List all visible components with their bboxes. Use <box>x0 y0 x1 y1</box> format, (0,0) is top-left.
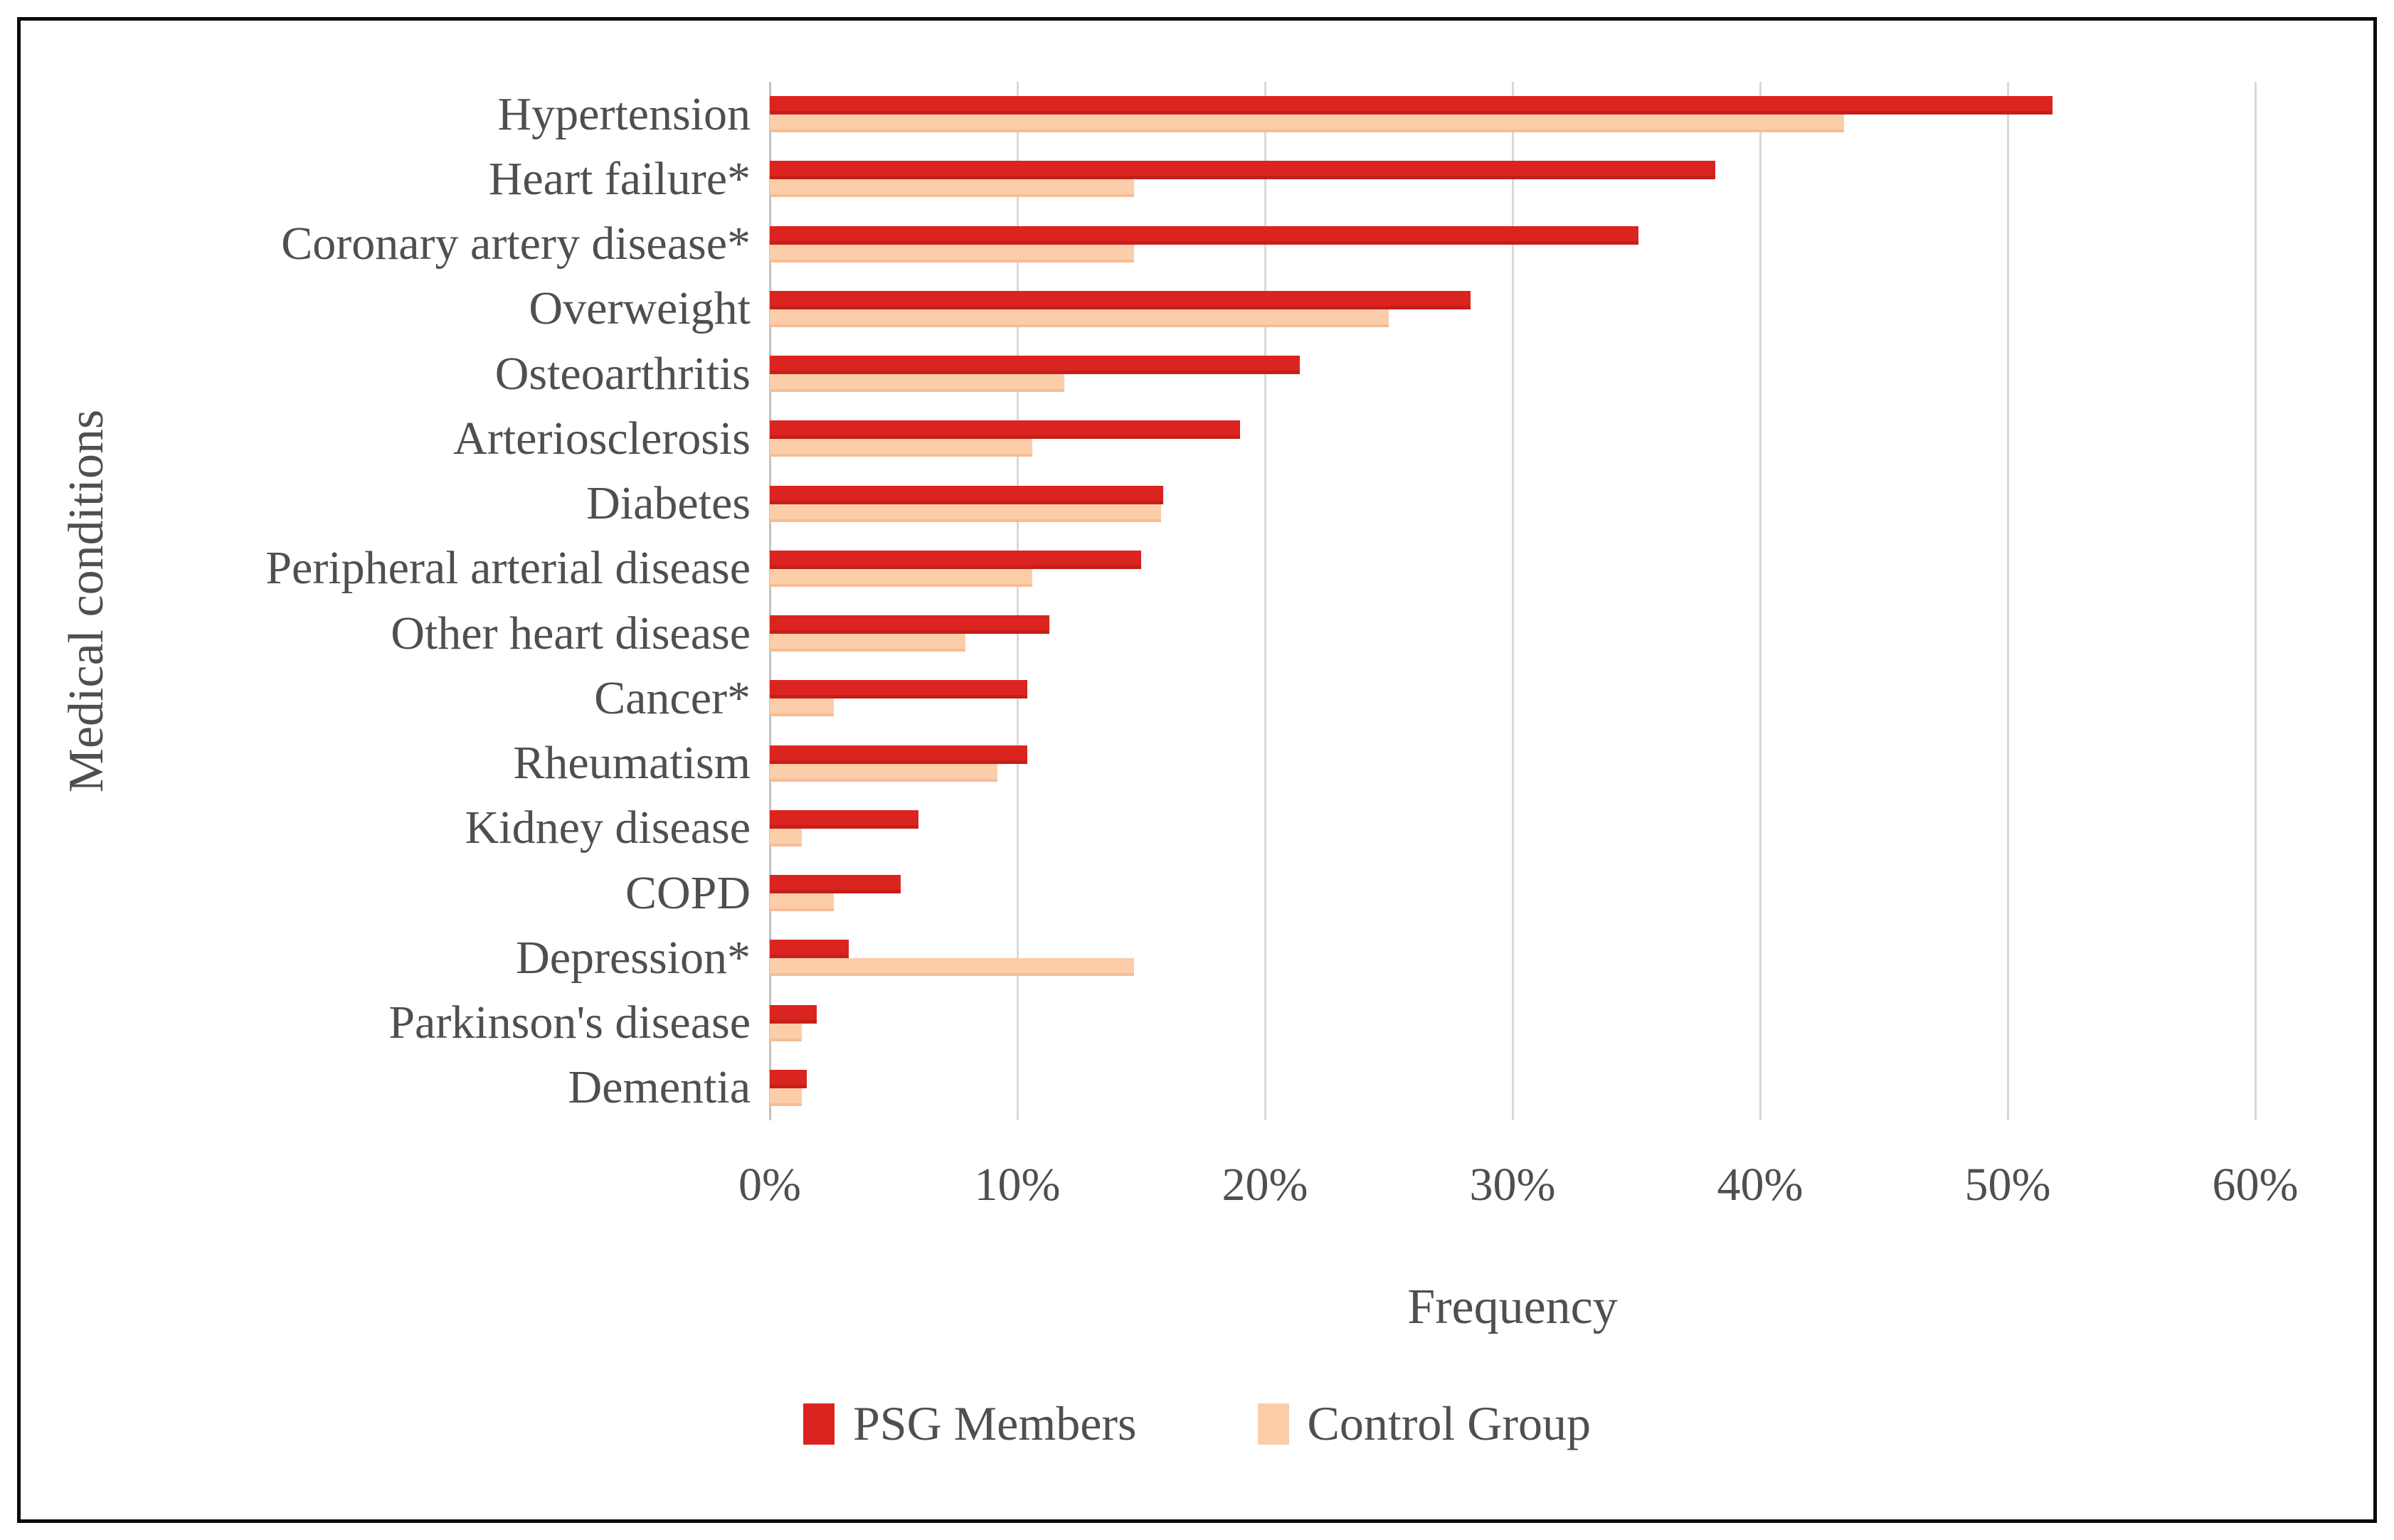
bar-control-group <box>770 439 1032 457</box>
x-tick-label: 0% <box>738 1159 801 1211</box>
bar-psg-members <box>770 615 1050 634</box>
bar-psg-members <box>770 745 1027 764</box>
category-label: Kidney disease <box>465 802 751 854</box>
bar-psg-members <box>770 290 1471 309</box>
category-label: Peripheral arterial disease <box>265 542 751 595</box>
bar-control-group <box>770 634 965 652</box>
bar-psg-members <box>770 809 918 829</box>
bar-control-group <box>770 763 998 782</box>
bar-row <box>770 731 2255 796</box>
category-label: Osteoarthritis <box>494 347 751 400</box>
legend-item-control-group: Control Group <box>1257 1396 1591 1452</box>
legend-label: Control Group <box>1307 1396 1591 1450</box>
bar-row <box>770 991 2255 1056</box>
x-tick-label: 40% <box>1717 1159 1804 1211</box>
bar-row <box>770 925 2255 990</box>
category-label: Overweight <box>529 282 751 335</box>
bar-control-group <box>770 1088 803 1106</box>
bar-control-group <box>770 958 1134 977</box>
category-label: Rheumatism <box>513 737 751 790</box>
gridline <box>1759 82 1762 1120</box>
bar-psg-members <box>770 225 1639 245</box>
category-label: Diabetes <box>586 477 751 530</box>
category-label: Depression* <box>516 931 751 984</box>
gridline <box>1264 82 1266 1120</box>
bar-row <box>770 796 2255 861</box>
x-axis-title: Frequency <box>1407 1280 1618 1334</box>
gridline <box>2255 82 2257 1120</box>
bar-control-group <box>770 893 835 912</box>
bar-psg-members <box>770 550 1141 569</box>
bar-control-group <box>770 244 1134 262</box>
control-group-swatch-icon <box>1257 1403 1289 1445</box>
category-label: Parkinson's disease <box>388 997 751 1049</box>
bar-row <box>770 277 2255 341</box>
category-label: Heart failure* <box>488 152 751 205</box>
gridline <box>1017 82 1019 1120</box>
y-axis-line <box>769 82 771 1120</box>
bar-psg-members <box>770 485 1164 504</box>
x-tick-label: 10% <box>974 1159 1061 1211</box>
bar-control-group <box>770 828 803 846</box>
bar-control-group <box>770 374 1065 393</box>
x-tick-row: 0% 10% 20% 30% 40% 50% 60% <box>738 1158 2298 1215</box>
bar-control-group <box>770 568 1032 587</box>
category-label: Arteriosclerosis <box>453 412 751 464</box>
legend-label: PSG Members <box>852 1396 1137 1450</box>
bar-row <box>770 406 2255 471</box>
bar-psg-members <box>770 1004 817 1024</box>
gridline <box>2007 82 2009 1120</box>
bar-row <box>770 861 2255 925</box>
bar-control-group <box>770 504 1161 522</box>
category-label: Dementia <box>568 1061 751 1114</box>
bar-psg-members <box>770 680 1027 699</box>
bar-psg-members <box>770 356 1300 375</box>
legend: PSG Members Control Group <box>43 1396 2351 1452</box>
gridlines <box>769 82 2257 1120</box>
category-label: Other heart disease <box>391 607 751 659</box>
category-label: Hypertension <box>497 87 751 140</box>
gridline <box>1512 82 1514 1120</box>
bar-row <box>770 472 2255 536</box>
bar-control-group <box>770 309 1389 327</box>
chart-border-frame <box>17 17 2377 1523</box>
category-labels: Hypertension Heart failure* Coronary arter… <box>64 82 751 1120</box>
bar-control-group <box>770 699 835 717</box>
bar-row <box>770 666 2255 731</box>
bar-control-group <box>770 115 1845 133</box>
bar-psg-members <box>770 96 2053 115</box>
bar-row <box>770 601 2255 666</box>
bar-row <box>770 1056 2255 1120</box>
plot-area <box>769 82 2257 1120</box>
bar-row <box>770 341 2255 406</box>
bar-row <box>770 147 2255 211</box>
bar-psg-members <box>770 161 1716 180</box>
bar-row <box>770 82 2255 147</box>
x-tick-label: 60% <box>2212 1159 2299 1211</box>
bar-psg-members <box>770 1069 807 1088</box>
x-tick-label: 20% <box>1222 1159 1308 1211</box>
category-label: Cancer* <box>594 671 751 724</box>
bar-control-group <box>770 179 1134 198</box>
category-label: COPD <box>625 866 751 919</box>
bar-rows <box>770 82 2255 1120</box>
bar-psg-members <box>770 420 1241 440</box>
category-label: Coronary artery disease* <box>281 218 751 270</box>
x-tick-label: 50% <box>1964 1159 2051 1211</box>
bar-row <box>770 212 2255 277</box>
bar-psg-members <box>770 940 849 959</box>
psg-members-swatch-icon <box>803 1403 835 1445</box>
bar-control-group <box>770 1023 803 1041</box>
bar-psg-members <box>770 875 901 894</box>
bar-row <box>770 536 2255 601</box>
legend-item-psg-members: PSG Members <box>803 1396 1137 1452</box>
x-tick-label: 30% <box>1469 1159 1556 1211</box>
